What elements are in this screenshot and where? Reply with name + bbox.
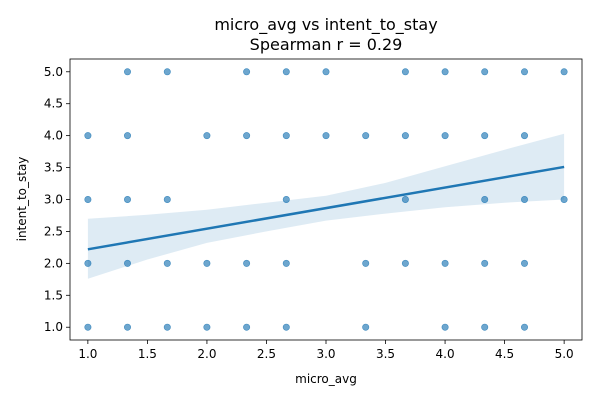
data-point (401, 196, 409, 204)
data-point (84, 259, 92, 267)
regression-line (87, 165, 565, 251)
data-point (243, 323, 251, 331)
data-point (282, 196, 290, 204)
y-tick-label: 2.5 (44, 224, 63, 238)
chart-title: micro_avg vs intent_to_stay (214, 15, 437, 35)
data-point (362, 323, 370, 331)
data-point (84, 196, 92, 204)
y-tick-label: 4.5 (44, 97, 63, 111)
data-point (163, 259, 171, 267)
data-point (481, 323, 489, 331)
chart-subtitle: Spearman r = 0.29 (250, 35, 403, 54)
data-point (362, 132, 370, 140)
data-point (124, 196, 132, 204)
y-tick-label: 5.0 (44, 65, 63, 79)
data-point (243, 132, 251, 140)
y-tick-label: 3.5 (44, 161, 63, 175)
data-point (481, 259, 489, 267)
data-point (401, 259, 409, 267)
data-point (163, 196, 171, 204)
x-tick-label: 3.5 (376, 347, 395, 361)
data-point (441, 323, 449, 331)
data-point (560, 68, 568, 76)
x-tick-label: 4.5 (495, 347, 514, 361)
y-tick-label: 3.0 (44, 193, 63, 207)
y-tick-label: 2.0 (44, 256, 63, 270)
data-point (84, 132, 92, 140)
data-point (481, 196, 489, 204)
data-point (124, 259, 132, 267)
x-tick-label: 5.0 (555, 347, 574, 361)
data-point (163, 323, 171, 331)
data-point (282, 323, 290, 331)
data-point (481, 132, 489, 140)
data-point (362, 259, 370, 267)
y-tick-label: 1.5 (44, 288, 63, 302)
data-point (322, 68, 330, 76)
data-point (441, 259, 449, 267)
data-point (520, 132, 528, 140)
x-axis-label: micro_avg (295, 372, 357, 386)
data-point (124, 323, 132, 331)
data-point (441, 132, 449, 140)
data-point (163, 68, 171, 76)
data-point (243, 68, 251, 76)
data-point (124, 68, 132, 76)
data-point (520, 323, 528, 331)
axes-layer: 1.0 1.5 2.0 2.5 3.0 3.5 4.0 4.5 5.0 1.0 1.5 2.0 2.5 3… (44, 58, 583, 361)
data-point (243, 259, 251, 267)
y-axis-label: intent_to_stay (15, 157, 29, 242)
data-point (203, 132, 211, 140)
data-point (282, 259, 290, 267)
data-point (124, 132, 132, 140)
x-tick-label: 1.0 (78, 347, 97, 361)
x-tick-label: 3.0 (316, 347, 335, 361)
data-point (282, 68, 290, 76)
data-point (401, 68, 409, 76)
data-point (520, 259, 528, 267)
confidence-band (87, 133, 565, 279)
data-point (520, 196, 528, 204)
y-tick-label: 4.0 (44, 129, 63, 143)
data-point (84, 323, 92, 331)
points-layer (84, 68, 568, 331)
data-point (282, 132, 290, 140)
x-tick-label: 2.5 (257, 347, 276, 361)
data-point (560, 196, 568, 204)
data-point (322, 132, 330, 140)
data-point (203, 259, 211, 267)
data-point (520, 68, 528, 76)
data-point (441, 68, 449, 76)
x-tick-label: 2.0 (197, 347, 216, 361)
confidence-band-layer (87, 133, 565, 279)
data-point (401, 132, 409, 140)
regression-line-layer (87, 165, 565, 251)
x-tick-label: 1.5 (138, 347, 157, 361)
x-tick-label: 4.0 (436, 347, 455, 361)
data-point (203, 323, 211, 331)
y-tick-label: 1.0 (44, 320, 63, 334)
data-point (481, 68, 489, 76)
